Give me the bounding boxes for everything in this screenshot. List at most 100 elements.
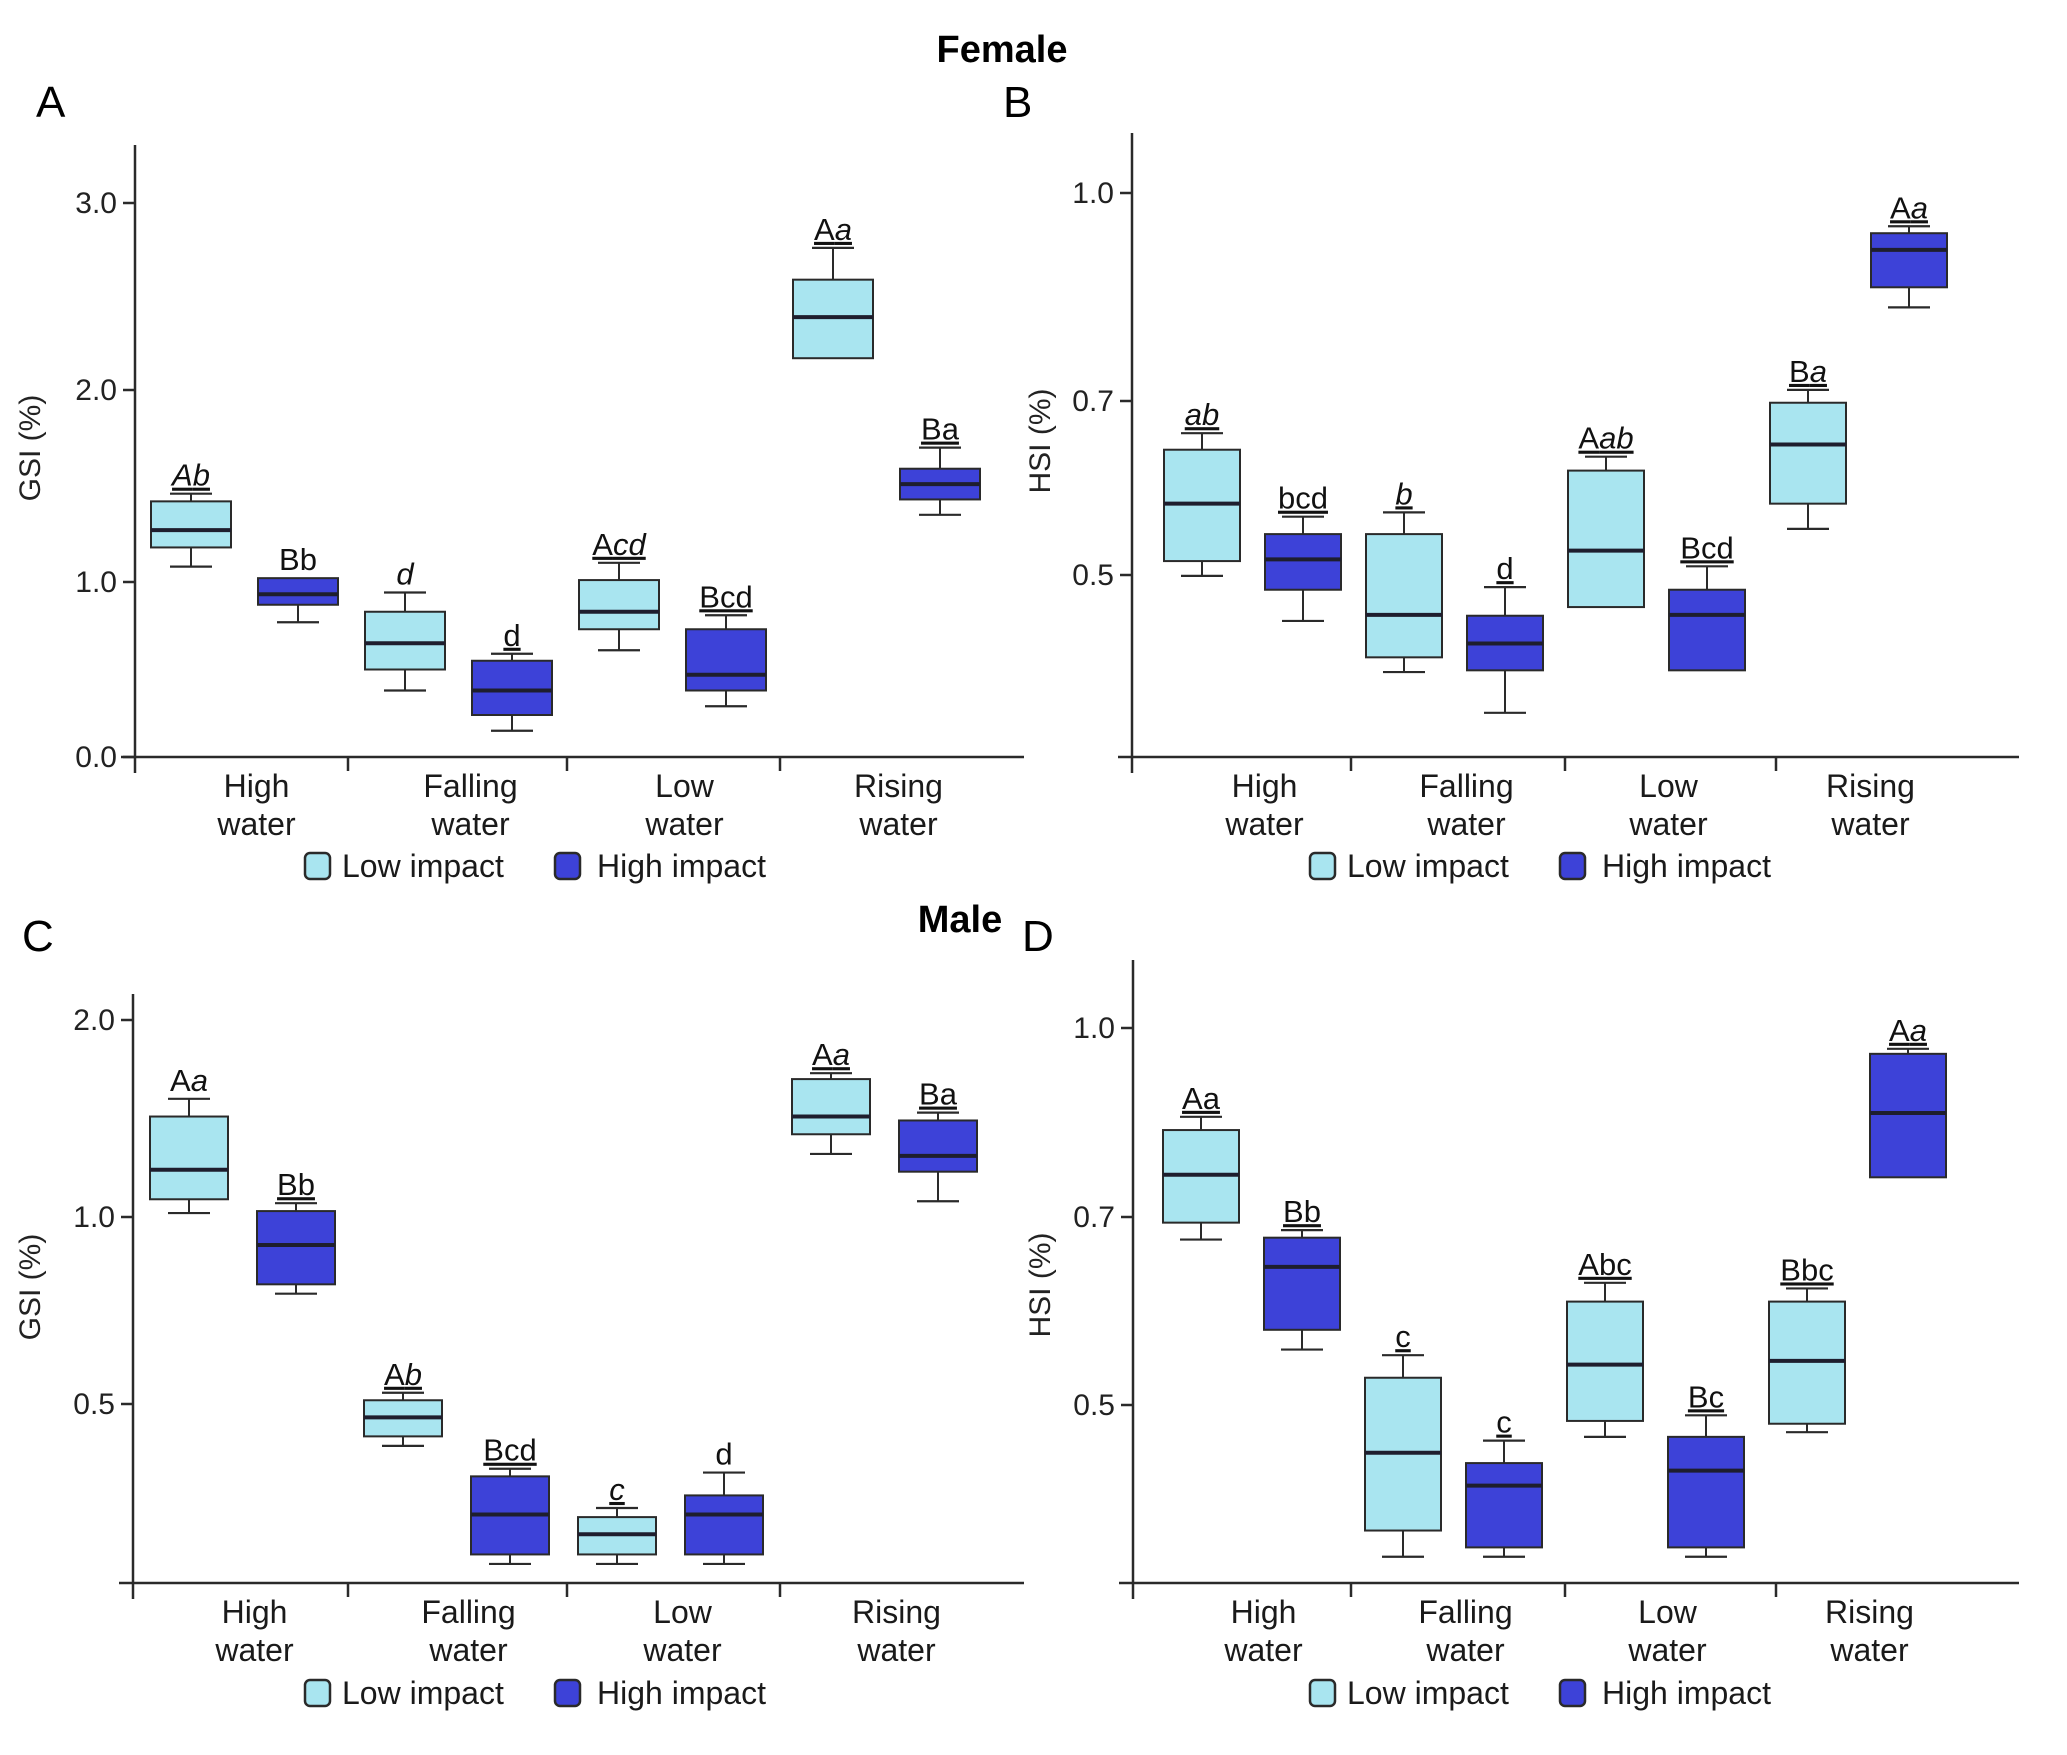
significance-label-part: ab [1185,397,1219,432]
significance-label: Bbc [1780,1252,1833,1287]
box-low-impact: b [1365,476,1443,674]
box-low-impact: Aa [791,1037,871,1156]
significance-label: c [1496,1405,1512,1440]
box-iqr [1668,588,1746,672]
box-high-impact: Bcd [470,1433,550,1566]
significance-label: d [715,1437,732,1472]
significance-label: Aa [1890,190,1928,225]
panel-letter: A [36,78,66,127]
x-category-label: Rising water [854,768,943,842]
x-category-label-line: water [1425,1632,1505,1668]
x-category-label: Low water [1627,1594,1707,1668]
box-high-impact: Bb [1263,1194,1341,1351]
box-iqr [684,1494,764,1556]
legend-label-low-impact: Low impact [342,848,504,884]
legend: Low impact High impact [1308,848,1771,884]
box-iqr [1465,1462,1543,1549]
significance-label: Bb [279,542,317,577]
significance-label-part: bcd [1278,481,1328,516]
x-category-label: High water [1223,1594,1303,1668]
significance-label-part: d [715,1437,732,1472]
box-high-impact: Ba [899,412,981,516]
x-category-label-line: water [214,1632,294,1668]
y-tick-label: 0.5 [1072,559,1114,592]
panel-letter: D [1022,912,1054,961]
x-category-label: Low water [642,1594,722,1668]
x-category-label: Rising water [1826,768,1915,842]
x-category-label-line: water [642,1632,722,1668]
y-axis-title: HSI (%) [1024,1233,1057,1338]
box-iqr [1264,533,1342,591]
y-tick-label: 1.0 [75,566,117,599]
significance-label: Ab [170,458,210,493]
significance-label: Bb [1283,1194,1321,1229]
x-category-label-line: Low [655,768,715,804]
y-tick-label: 1.0 [1072,177,1114,210]
box-high-impact: Bcd [685,579,767,708]
box-high-impact: Bb [257,542,339,624]
significance-label: d [503,618,520,653]
significance-label: Aa [170,1063,208,1098]
significance-label-part: A [1890,190,1911,225]
y-axis-title: HSI (%) [1024,389,1057,494]
significance-label: Acd [592,527,647,562]
significance-label: Bcd [483,1433,536,1468]
legend-swatch-low-impact [303,1678,332,1708]
significance-label-part: b [193,458,210,493]
x-category-label-line: Low [653,1594,713,1630]
significance-label: Aa [1889,1013,1927,1048]
y-tick-label: 1.0 [73,1201,115,1234]
legend-swatch-high-impact [1558,851,1587,881]
box-iqr [257,577,339,606]
significance-label-part: Bb [279,542,317,577]
y-tick-label: 0.7 [1072,385,1114,418]
significance-label: Bb [277,1167,315,1202]
significance-label: ab [1185,397,1219,432]
significance-label-part: Ba [919,1077,958,1112]
y-axis-title: GSI (%) [14,395,47,502]
panel-letter: B [1003,78,1032,127]
box-high-impact: d [1466,551,1544,714]
significance-label-part: Bcd [1680,530,1733,565]
significance-label-part: A [170,1063,191,1098]
box-iqr [1869,1052,1947,1179]
x-category-label-line: High [222,1594,288,1630]
box-high-impact: Bc [1667,1379,1745,1558]
x-category-label: High water [1224,768,1304,842]
box-low-impact: Aab [1567,421,1645,609]
significance-label-part: Abc [1578,1247,1631,1282]
box-low-impact: Ab [363,1357,443,1447]
significance-label: d [396,557,415,592]
x-category-label-line: water [1426,806,1506,842]
x-category-label-line: water [430,806,510,842]
significance-label-part: c [1496,1405,1512,1440]
x-category-label-line: High [1231,1594,1297,1630]
x-category-label-line: Falling [421,1594,515,1630]
box-iqr [791,1078,871,1136]
box-iqr [256,1210,336,1286]
x-category-label-line: High [1232,768,1298,804]
significance-label-part: Bb [277,1167,315,1202]
box-low-impact: Aa [792,212,874,360]
significance-label: c [609,1472,625,1507]
legend-swatch-high-impact [553,1678,582,1708]
significance-label: Aa [812,1037,850,1072]
box-high-impact: c [1465,1405,1543,1558]
legend-label-high-impact: High impact [1602,848,1771,884]
significance-label-part: Bc [1688,1379,1724,1414]
x-category-label-line: Falling [1418,1594,1512,1630]
x-category-label: Rising water [1825,1594,1914,1668]
y-tick-label: 0.5 [1073,1389,1115,1422]
box-iqr [578,579,660,631]
x-category-label-line: High [224,768,290,804]
box-high-impact: Aa [1870,190,1948,309]
significance-label-part: ab [1599,421,1633,456]
x-category-label-line: Rising [852,1594,941,1630]
box-iqr [685,628,767,692]
box-iqr [1263,1236,1341,1331]
x-category-label-line: water [1829,1632,1909,1668]
significance-label: Ab [384,1357,422,1392]
x-category-label-line: Rising [1825,1594,1914,1630]
